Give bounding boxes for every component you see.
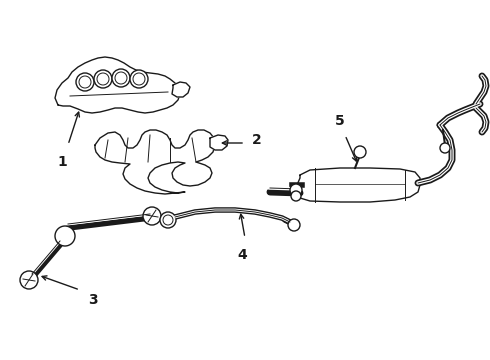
Text: 1: 1 [57,155,67,169]
Text: 2: 2 [252,133,262,147]
Circle shape [288,219,300,231]
Text: 3: 3 [88,293,98,307]
Polygon shape [95,130,215,194]
Circle shape [94,70,112,88]
Circle shape [354,146,366,158]
Circle shape [112,69,130,87]
Polygon shape [55,57,180,113]
Circle shape [20,271,38,289]
Circle shape [160,212,176,228]
Circle shape [291,191,301,201]
Circle shape [440,143,450,153]
Text: 4: 4 [237,248,247,262]
Text: 5: 5 [335,114,345,128]
Circle shape [76,73,94,91]
Circle shape [55,226,75,246]
Circle shape [130,70,148,88]
Circle shape [290,184,302,196]
Polygon shape [296,168,420,202]
Polygon shape [210,135,228,150]
Polygon shape [172,82,190,97]
Circle shape [143,207,161,225]
